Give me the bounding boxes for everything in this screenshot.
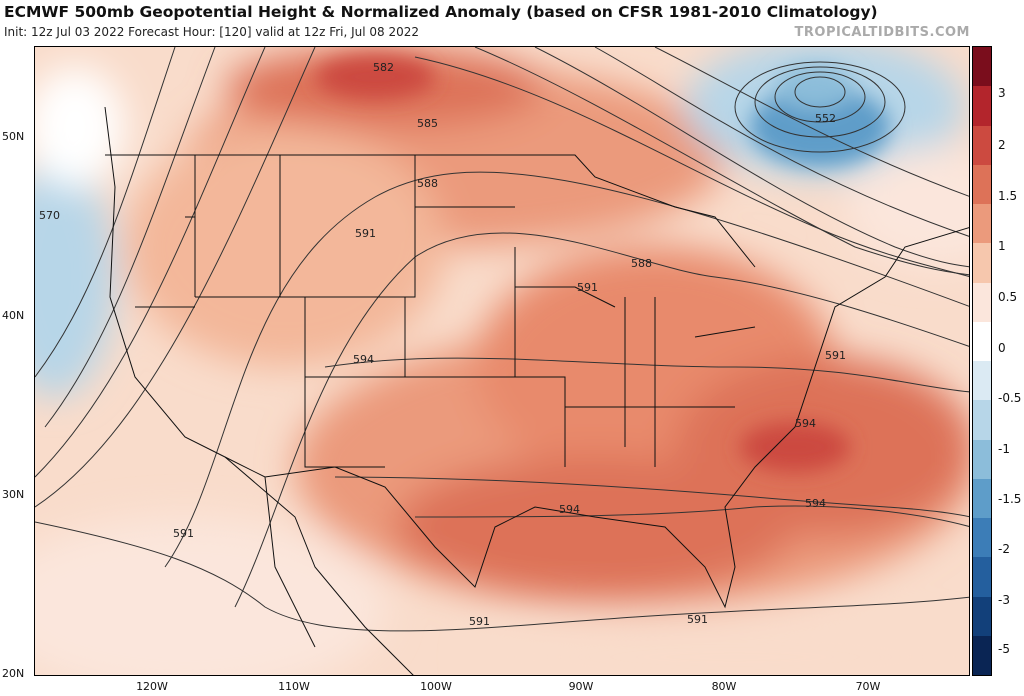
contour-label: 588: [631, 257, 652, 270]
latitude-label: 20N: [2, 667, 25, 680]
contour-label: 591: [825, 349, 846, 362]
colorbar-segment: [973, 47, 991, 87]
coastlines-borders: [104, 106, 969, 675]
colorbar-label: -1.5: [998, 492, 1022, 506]
contour-label: 591: [687, 613, 708, 626]
colorbar-label: -5: [998, 642, 1010, 656]
longitude-label: 110W: [278, 680, 310, 693]
colorbar-segment: [973, 400, 991, 440]
colorbar-segment: [973, 478, 991, 518]
colorbar-segment: [973, 243, 991, 283]
colorbar-segment: [973, 282, 991, 322]
colorbar-segment: [973, 86, 991, 126]
latitude-label: 40N: [2, 309, 25, 322]
contour-label: 594: [805, 497, 826, 510]
longitude-label: 90W: [568, 680, 594, 693]
colorbar-label: -1: [998, 442, 1010, 456]
contour-label: 552: [815, 112, 836, 125]
colorbar-label: -0.5: [998, 391, 1022, 405]
contour-label: 591: [469, 615, 490, 628]
colorbar-segment: [973, 557, 991, 597]
colorbar-label: -2: [998, 542, 1010, 556]
colorbar: [972, 46, 992, 676]
contour-label: 591: [355, 227, 376, 240]
site-credit: TROPICALTIDBITS.COM: [794, 25, 970, 40]
longitude-label: 100W: [420, 680, 452, 693]
colorbar-segment: [973, 518, 991, 558]
colorbar-segment: [973, 439, 991, 479]
colorbar-label: 0.5: [998, 290, 1018, 304]
contour-labels: 582 585 588 591 594 570 552 588 591 594 594 594 591 5…: [39, 61, 846, 628]
contour-label: 591: [173, 527, 194, 540]
colorbar-segment: [973, 596, 991, 636]
contour-label: 588: [417, 177, 438, 190]
colorbar-segment: [973, 125, 991, 165]
colorbar-segment: [973, 204, 991, 244]
latitude-label: 50N: [2, 130, 25, 143]
longitude-label: 120W: [136, 680, 168, 693]
contour-label: 582: [373, 61, 394, 74]
anomaly-field: [35, 47, 969, 675]
anomaly-maxima: [315, 55, 890, 472]
contour-label: 594: [559, 503, 580, 516]
colorbar-label: 1: [998, 239, 1006, 253]
colorbar-label: -3: [998, 593, 1010, 607]
colorbar-label: 0: [998, 341, 1006, 355]
height-contours: [35, 47, 969, 632]
longitude-label: 80W: [711, 680, 737, 693]
map-panel: 582 585 588 591 594 570 552 588 591 594 594 594 591 5…: [34, 46, 970, 676]
contour-label: 594: [795, 417, 816, 430]
forecast-info: Init: 12z Jul 03 2022 Forecast Hour: [12…: [4, 25, 420, 39]
contour-label: 591: [577, 281, 598, 294]
colorbar-segment: [973, 164, 991, 204]
contour-label: 570: [39, 209, 60, 222]
colorbar-label: 1.5: [998, 189, 1018, 203]
colorbar-segment: [973, 361, 991, 401]
latitude-label: 30N: [2, 488, 25, 501]
contour-label: 594: [353, 353, 374, 366]
colorbar-segment: [973, 321, 991, 361]
anomaly-map: 582 585 588 591 594 570 552 588 591 594 594 594 591 5…: [35, 47, 969, 675]
colorbar-label: 2: [998, 138, 1006, 152]
colorbar-label: 3: [998, 86, 1006, 100]
map-title: ECMWF 500mb Geopotential Height & Normal…: [4, 3, 878, 21]
colorbar-segment: [973, 635, 991, 675]
longitude-label: 70W: [855, 680, 881, 693]
contour-label: 585: [417, 117, 438, 130]
